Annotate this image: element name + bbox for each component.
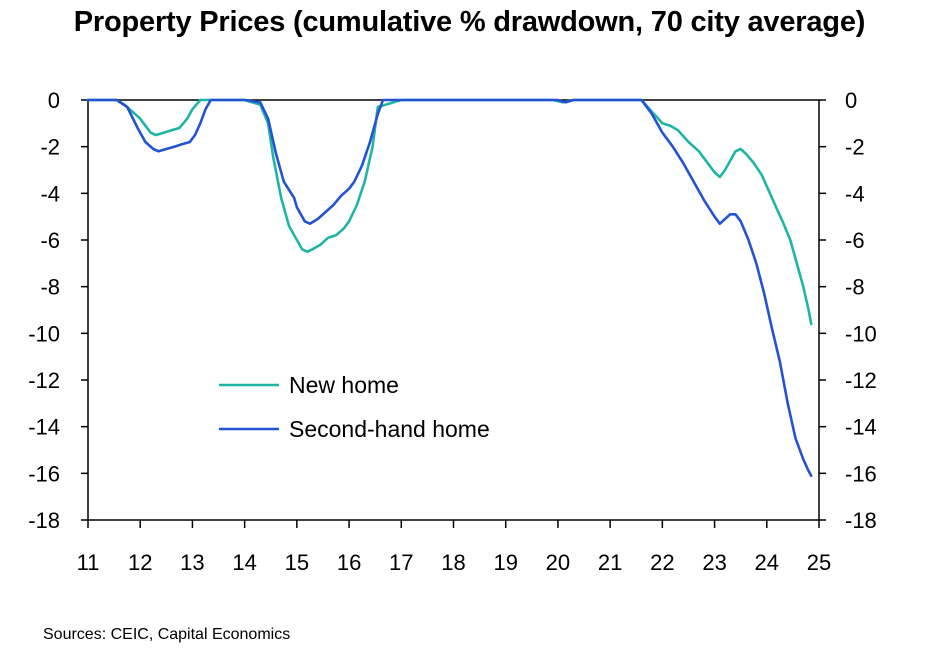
x-tick-label: 22 xyxy=(650,550,674,575)
x-tick-label: 25 xyxy=(807,550,831,575)
x-tick-label: 24 xyxy=(755,550,779,575)
y-tick-label-right: 0 xyxy=(845,88,857,113)
x-tick-label: 11 xyxy=(77,550,100,575)
x-tick-label: 23 xyxy=(702,550,726,575)
y-tick-label-left: -10 xyxy=(28,321,60,346)
y-tick-label-right: -8 xyxy=(845,275,865,300)
legend-label: Second-hand home xyxy=(289,416,490,442)
y-tick-label-left: -12 xyxy=(28,368,60,393)
y-tick-label-right: -14 xyxy=(845,415,877,440)
x-tick-label: 21 xyxy=(598,550,622,575)
series-layer xyxy=(86,98,813,478)
y-tick-label-left: 0 xyxy=(48,88,60,113)
y-tick-label-right: -4 xyxy=(845,181,865,206)
legend: New home Second-hand home xyxy=(219,372,490,442)
legend-label: New home xyxy=(289,372,399,398)
x-tick-label: 13 xyxy=(180,550,204,575)
y-tick-label-left: -14 xyxy=(28,415,60,440)
right-axis: 0 -2 -4 -6 -8 -10 -12 -14 -16 -18 xyxy=(819,88,877,533)
x-tick-label: 16 xyxy=(337,550,361,575)
y-tick-label-right: -6 xyxy=(845,228,865,253)
x-axis: 11 12 13 14 15 16 17 18 19 20 21 22 23 24 25 xyxy=(77,520,831,575)
series-line-new-home xyxy=(86,98,813,326)
y-tick-label-left: -8 xyxy=(40,275,60,300)
y-tick-label-right: -2 xyxy=(845,135,865,160)
y-tick-label-right: -10 xyxy=(845,321,877,346)
y-tick-label-left: -6 xyxy=(40,228,60,253)
x-tick-label: 18 xyxy=(441,550,465,575)
left-axis: 0 -2 -4 -6 -8 -10 -12 -14 -16 -18 xyxy=(28,88,88,533)
y-tick-label-left: -18 xyxy=(28,508,60,533)
x-tick-label: 15 xyxy=(285,550,309,575)
y-tick-label-left: -2 xyxy=(40,135,60,160)
x-tick-label: 12 xyxy=(128,550,152,575)
x-tick-label: 14 xyxy=(232,550,256,575)
chart-title: Property Prices (cumulative % drawdown, … xyxy=(73,6,866,38)
y-tick-label-left: -16 xyxy=(28,461,60,486)
y-tick-label-right: -18 xyxy=(845,508,877,533)
series-line-second-hand-home xyxy=(86,98,813,478)
x-tick-label: 20 xyxy=(546,550,570,575)
x-tick-label: 19 xyxy=(493,550,517,575)
y-tick-label-left: -4 xyxy=(40,181,60,206)
x-tick-label: 17 xyxy=(389,550,413,575)
y-tick-label-right: -12 xyxy=(845,368,877,393)
source-note: Sources: CEIC, Capital Economics xyxy=(43,626,291,643)
plot-area-frame xyxy=(87,99,820,521)
y-tick-label-right: -16 xyxy=(845,461,877,486)
